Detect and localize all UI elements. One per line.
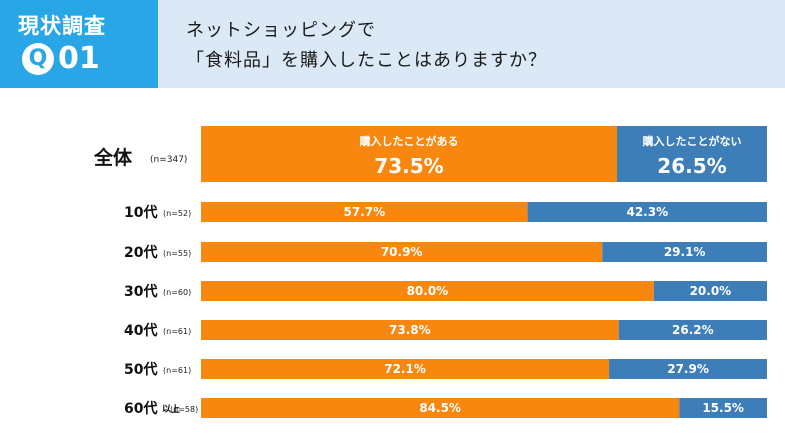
category-label-5: 50代	[124, 361, 157, 378]
value-label-no-1: 42.3%	[626, 205, 668, 219]
value-label-no-6: 15.5%	[702, 401, 744, 415]
header-badge: 現状調査 Q 01	[0, 0, 158, 88]
category-n-0: (n=347)	[150, 155, 187, 165]
bar-no-1	[527, 202, 767, 222]
value-label-no-4: 26.2%	[672, 323, 714, 337]
value-label-yes-2: 70.9%	[381, 245, 423, 259]
question-box: ネットショッピングで 「食料品」を購入したことはありますか？	[158, 0, 785, 88]
category-label-1: 10代	[124, 204, 157, 221]
badge-title: 現状調査	[18, 14, 106, 38]
bar-no-5	[609, 359, 767, 379]
value-label-yes-6: 84.5%	[419, 401, 461, 415]
category-n-6: (n=58)	[170, 405, 198, 414]
bar-no-2	[602, 242, 767, 262]
value-label-yes-3: 80.0%	[407, 284, 449, 298]
category-label-6: 60代	[124, 400, 157, 417]
bar-yes-4	[201, 320, 619, 340]
value-label-no-2: 29.1%	[664, 245, 706, 259]
category-n-4: (n=61)	[163, 327, 191, 336]
value-label-no-0: 26.5%	[657, 154, 726, 178]
value-label-yes-1: 57.7%	[343, 205, 385, 219]
value-label-yes-0: 73.5%	[374, 154, 443, 178]
bar-no-4	[618, 320, 767, 340]
badge-q-icon: Q	[22, 43, 54, 75]
value-label-yes-4: 73.8%	[389, 323, 431, 337]
value-label-yes-5: 72.1%	[384, 362, 426, 376]
legend-label-no: 購入したことがない	[642, 134, 742, 148]
bar-no-0	[617, 126, 767, 182]
bar-yes-2	[201, 242, 603, 262]
question-line-2: 「食料品」を購入したことはありますか？	[186, 50, 547, 71]
category-suffix-6: 以上	[162, 403, 180, 415]
category-label-0: 全体	[93, 146, 133, 169]
category-label-4: 40代	[124, 322, 157, 339]
bar-yes-1	[201, 202, 528, 222]
bar-no-3	[653, 281, 767, 301]
category-n-1: (n=52)	[163, 209, 191, 218]
bar-yes-0	[201, 126, 618, 182]
category-n-3: (n=60)	[163, 288, 191, 297]
bar-no-6	[679, 398, 767, 418]
badge-number: 01	[58, 41, 100, 76]
question-line-1: ネットショッピングで	[186, 20, 376, 41]
value-label-no-5: 27.9%	[667, 362, 709, 376]
bar-yes-3	[201, 281, 654, 301]
category-n-5: (n=61)	[163, 366, 191, 375]
category-n-2: (n=55)	[163, 249, 191, 258]
value-label-no-3: 20.0%	[690, 284, 732, 298]
bar-yes-5	[201, 359, 610, 379]
bar-yes-6	[201, 398, 680, 418]
legend-label-yes: 購入したことがある	[359, 134, 459, 148]
category-label-2: 20代	[124, 244, 157, 261]
category-label-3: 30代	[124, 283, 157, 300]
